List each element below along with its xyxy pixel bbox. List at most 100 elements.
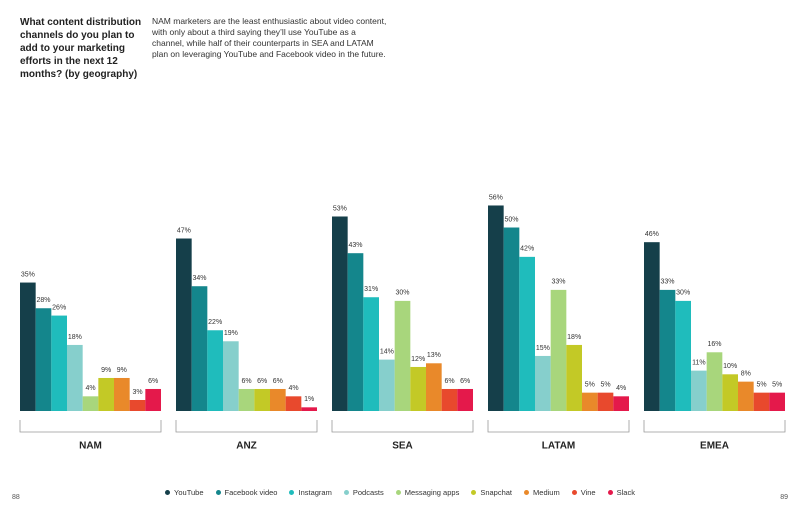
data-label: 9% [101, 367, 111, 374]
bar [82, 396, 99, 411]
bar [535, 355, 551, 411]
group-bracket [19, 420, 162, 433]
legend-label: Medium [533, 488, 560, 497]
x-tick-label: EMEA [700, 441, 729, 452]
data-label: 42% [520, 246, 534, 253]
bar [503, 227, 520, 411]
data-label: 47% [177, 227, 191, 234]
data-label: 33% [551, 279, 565, 286]
data-label: 5% [772, 381, 782, 388]
data-label: 53% [333, 205, 347, 212]
data-label: 30% [395, 290, 409, 297]
bar [347, 253, 364, 411]
x-tick-label: ANZ [236, 441, 257, 452]
legend-item: YouTube [165, 488, 204, 497]
x-tick-label: NAM [79, 441, 102, 452]
bar [426, 363, 442, 411]
legend-item: Slack [607, 488, 635, 497]
bar [98, 377, 114, 411]
bar [254, 388, 270, 411]
data-label: 10% [723, 363, 737, 370]
legend-label: Instagram [298, 488, 332, 497]
legend-item: Instagram [289, 488, 332, 497]
bar [238, 388, 255, 411]
data-label: 13% [427, 352, 441, 359]
bar [675, 300, 691, 411]
data-label: 26% [52, 304, 66, 311]
legend-swatch [395, 490, 401, 495]
bar [176, 238, 192, 411]
bar [145, 388, 161, 411]
data-label: 11% [692, 359, 706, 366]
legend-label: Snapchat [480, 488, 513, 497]
bar [722, 374, 738, 411]
bar [129, 399, 146, 411]
legend-swatch [289, 490, 295, 495]
legend-label: Podcasts [352, 488, 384, 497]
bar [691, 370, 707, 411]
data-label: 5% [756, 381, 766, 388]
bar [207, 330, 223, 411]
legend-item: Snapchat [471, 488, 512, 497]
data-label: 34% [192, 275, 206, 282]
bar [301, 407, 317, 411]
data-label: 4% [288, 385, 298, 392]
data-label: 18% [567, 334, 581, 341]
data-label: 1% [304, 396, 314, 403]
group-bracket [643, 420, 786, 433]
bar [394, 300, 411, 411]
bar [582, 392, 598, 411]
chart-subtitle: NAM marketers are the least enthusiastic… [152, 16, 387, 59]
data-label: 12% [411, 356, 425, 363]
legend-label: Messaging apps [404, 488, 460, 497]
bar [457, 388, 473, 411]
bar [706, 352, 723, 411]
bar [566, 344, 582, 411]
bar [659, 289, 676, 411]
data-label: 5% [600, 381, 610, 388]
legend-swatch [571, 490, 577, 495]
data-label: 6% [257, 378, 267, 385]
page-number: 88 [12, 494, 20, 501]
data-label: 6% [273, 378, 283, 385]
bar [519, 256, 535, 411]
data-label: 8% [741, 370, 751, 377]
data-label: 22% [208, 319, 222, 326]
bar [441, 388, 458, 411]
data-label: 6% [241, 378, 251, 385]
data-label: 15% [536, 345, 550, 352]
data-label: 28% [36, 297, 50, 304]
legend-label: Slack [616, 488, 635, 497]
legend-label: YouTube [174, 488, 204, 497]
legend-label: Vine [580, 488, 596, 497]
data-label: 6% [444, 378, 454, 385]
group-bracket [487, 420, 630, 433]
page-number: 89 [780, 494, 788, 501]
legend-item: Medium [524, 488, 560, 497]
x-tick-label: LATAM [542, 441, 576, 452]
legend: YouTube Facebook video Instagram Podcasts Me… [0, 488, 800, 497]
legend-swatch [343, 490, 349, 495]
data-label: 56% [489, 194, 503, 201]
bar [753, 392, 770, 411]
data-label: 19% [224, 330, 238, 337]
data-label: 31% [364, 286, 378, 293]
data-label: 5% [585, 381, 595, 388]
x-tick-label: SEA [392, 441, 413, 452]
legend-swatch [607, 490, 613, 495]
bar [67, 344, 83, 411]
bar [488, 205, 504, 411]
legend-item: Messaging apps [395, 488, 460, 497]
data-label: 35% [21, 271, 35, 278]
data-label: 6% [460, 378, 470, 385]
bar [379, 359, 395, 411]
data-label: 18% [68, 334, 82, 341]
legend-swatch [215, 490, 221, 495]
bar [738, 381, 754, 411]
data-label: 46% [645, 231, 659, 238]
data-label: 14% [380, 348, 394, 355]
data-label: 30% [676, 290, 690, 297]
bar [332, 216, 348, 411]
